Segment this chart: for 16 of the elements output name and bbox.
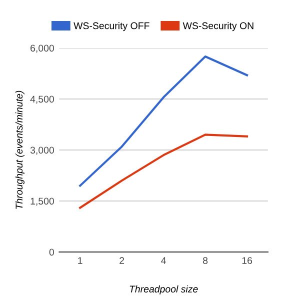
y-tick-label: 0: [49, 248, 54, 256]
line-series: [79, 55, 248, 187]
y-tick-label: 4,500: [30, 96, 54, 104]
x-tick-label: 8: [203, 257, 208, 264]
x-tick-label: 4: [161, 257, 166, 264]
x-tick-label: 1: [78, 257, 82, 264]
y-tick-label: 3,000: [30, 146, 54, 155]
y-tick-label: 6,000: [30, 44, 54, 53]
y-axis-title: Throughput (events/minute): [15, 90, 24, 209]
y-tick-label: 1,500: [30, 198, 54, 206]
x-tick-label: 16: [242, 257, 252, 264]
legend-label: WS-Security OFF: [74, 22, 150, 32]
x-axis-title: Threadpool size: [130, 285, 198, 294]
line-series: [79, 134, 248, 209]
x-tick-label: 2: [120, 257, 124, 264]
legend-label: WS-Security ON: [182, 22, 254, 32]
